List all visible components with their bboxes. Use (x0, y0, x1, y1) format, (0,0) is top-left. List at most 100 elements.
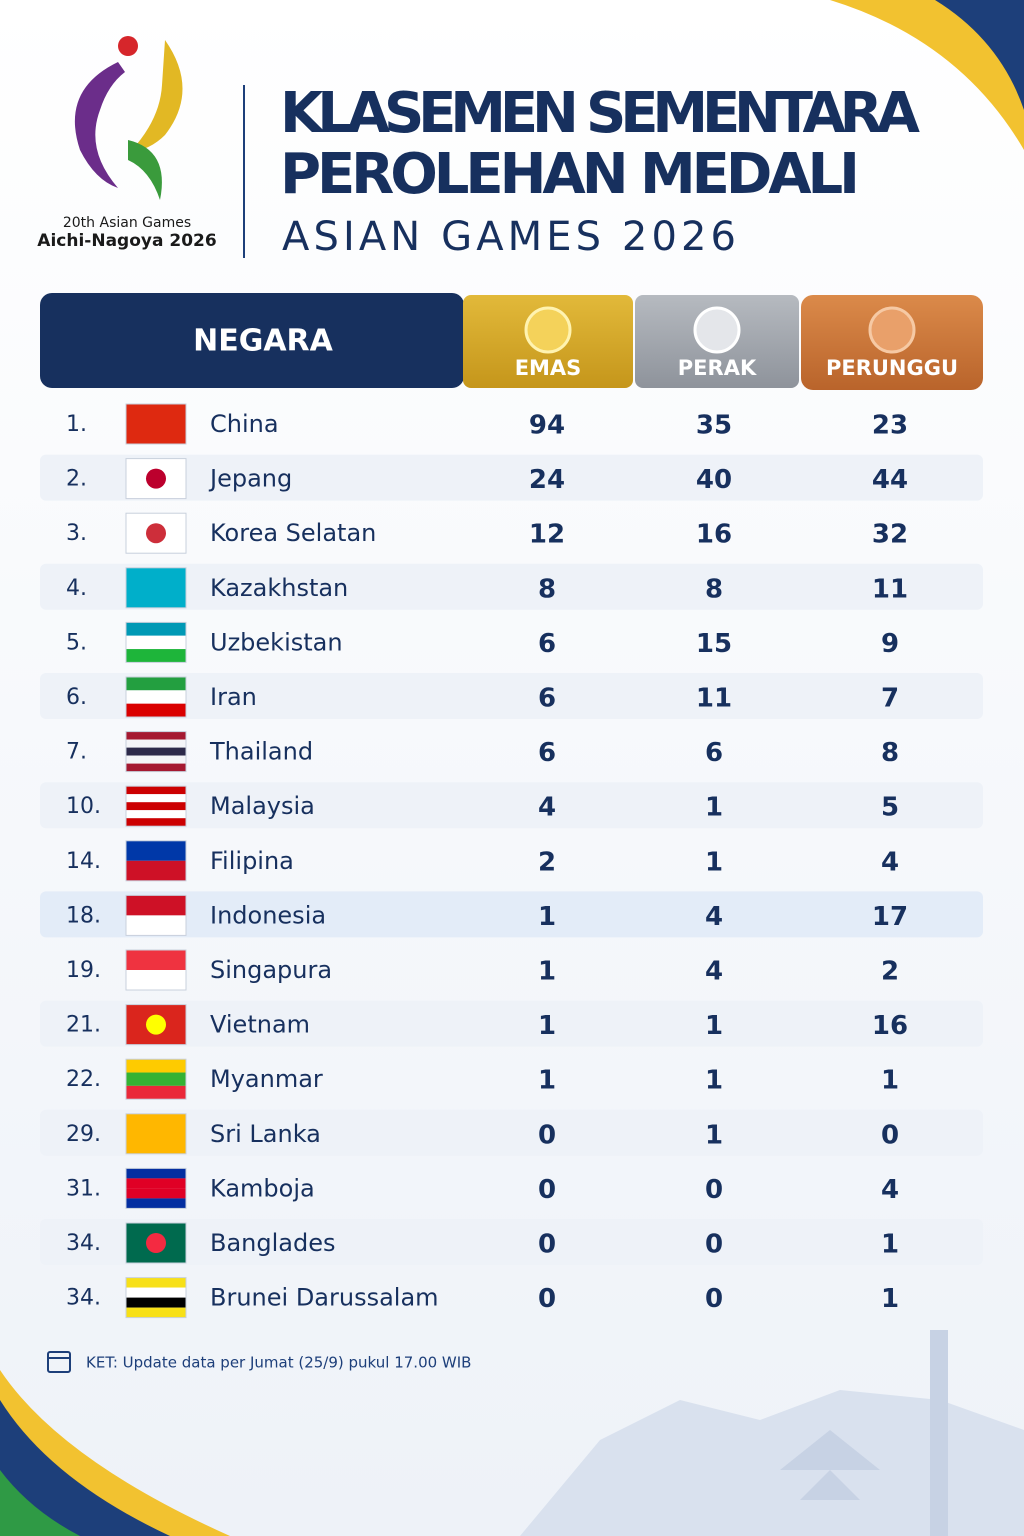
table-body: 1. China 94 35 232. Jepang 24 40 443. Korea Selat… (40, 403, 983, 1319)
country: Kazakhstan (210, 574, 348, 602)
medal-count: 0 (538, 1230, 556, 1260)
medal-count: 8 (538, 574, 556, 604)
medal-count: 0 (538, 1175, 556, 1205)
medal-count: 0 (705, 1284, 723, 1314)
flag (126, 794, 186, 803)
medal-count: 15 (696, 629, 732, 659)
pagoda (780, 1430, 880, 1500)
flag-border (125, 512, 187, 554)
column-header: PERUNGGU (826, 356, 958, 380)
medal-count: 7 (881, 684, 899, 714)
medal-count: 1 (705, 793, 723, 823)
row-background (40, 673, 983, 719)
medal-count: 35 (696, 411, 732, 441)
flag-border (125, 1113, 187, 1155)
country: Brunei Darussalam (210, 1284, 439, 1312)
flag (126, 970, 186, 990)
rank: 31. (66, 1176, 101, 1201)
medal-count: 1 (705, 1120, 723, 1150)
medal-count: 32 (872, 520, 908, 550)
flag (126, 739, 186, 748)
flag (126, 1113, 186, 1154)
logo-shape (130, 40, 183, 152)
decor (0, 1470, 80, 1536)
medal-count: 6 (705, 738, 723, 768)
medal-count: 1 (705, 1011, 723, 1041)
medal-icon (524, 306, 572, 354)
flag (126, 895, 186, 916)
decor (935, 0, 1024, 110)
medal-count: 44 (872, 465, 908, 495)
rank: 2. (66, 467, 87, 492)
flag (126, 950, 186, 970)
logo-line1: 20th Asian Games (63, 215, 191, 231)
header-cell (40, 293, 464, 388)
medal-icon (868, 306, 916, 354)
medal-count: 5 (881, 793, 899, 823)
medal-count: 16 (872, 1011, 908, 1041)
flag-border (125, 894, 187, 936)
rank: 5. (66, 630, 87, 655)
tower (930, 1330, 948, 1536)
medal-count: 2 (538, 847, 556, 877)
country: Korea Selatan (210, 519, 376, 547)
country: Filipina (210, 847, 294, 875)
flag (126, 690, 186, 704)
flag (146, 1233, 166, 1253)
flag (126, 786, 186, 795)
flag-border (125, 1004, 187, 1046)
country: Sri Lanka (210, 1120, 321, 1148)
medal-count: 9 (881, 629, 899, 659)
country: Indonesia (210, 901, 326, 929)
medal-count: 4 (881, 1175, 899, 1205)
medal-count: 40 (696, 465, 732, 495)
calendar-icon (47, 1351, 71, 1373)
flag-border (125, 1058, 187, 1100)
flag-border (125, 621, 187, 663)
flag-border (125, 403, 187, 445)
flag (126, 802, 186, 811)
flag (126, 1297, 186, 1308)
rank: 10. (66, 794, 101, 819)
medal-count: 16 (696, 520, 732, 550)
medal-count: 6 (538, 684, 556, 714)
flag (126, 1178, 186, 1189)
country: Kamboja (210, 1174, 315, 1202)
medal-count: 24 (529, 465, 565, 495)
medal-count: 1 (881, 1066, 899, 1096)
logo-sun (118, 36, 138, 56)
medal-count: 0 (538, 1284, 556, 1314)
footer-note: KET: Update data per Jumat (25/9) pukul … (86, 1354, 471, 1372)
flag (126, 622, 186, 636)
flag (126, 755, 186, 764)
flag (126, 747, 186, 756)
medal-count: 17 (872, 902, 908, 932)
flag-border (125, 785, 187, 827)
flag-border (125, 676, 187, 718)
medal-count: 1 (705, 1066, 723, 1096)
rank: 14. (66, 849, 101, 874)
flag (146, 523, 166, 544)
flag-border (125, 1167, 187, 1209)
logo-shape (128, 140, 162, 200)
flag (126, 703, 186, 717)
flag (126, 404, 186, 444)
rank: 18. (66, 903, 101, 928)
flag (126, 1307, 186, 1318)
rank: 34. (66, 1286, 101, 1311)
flag (126, 677, 186, 691)
flag-border (125, 1222, 187, 1264)
medal-count: 4 (705, 957, 723, 987)
medal-count: 6 (538, 629, 556, 659)
medal-count: 0 (538, 1120, 556, 1150)
flag (126, 763, 186, 772)
flag-border (125, 949, 187, 991)
medal-count: 94 (529, 411, 565, 441)
medal-count: 0 (705, 1175, 723, 1205)
medal-count: 4 (881, 847, 899, 877)
title-line1: KLASEMEN SEMENTARA (280, 81, 921, 146)
skyline (520, 1390, 1024, 1536)
medal-count: 1 (538, 957, 556, 987)
decor (0, 1400, 170, 1536)
